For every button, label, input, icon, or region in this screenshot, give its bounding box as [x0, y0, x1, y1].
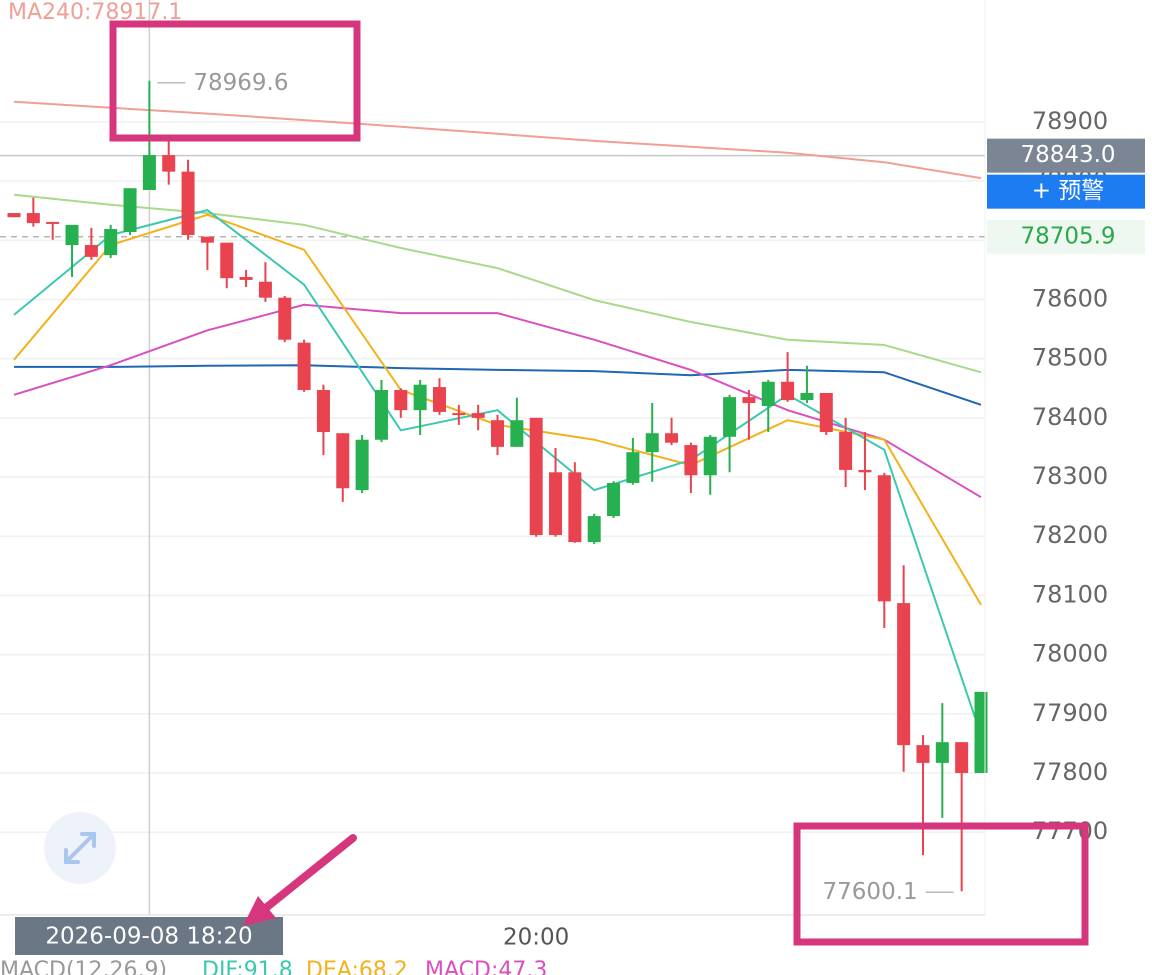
candle-body — [742, 397, 756, 404]
expand-button[interactable] — [44, 812, 116, 884]
candle-body — [336, 433, 350, 489]
candle-body — [955, 742, 969, 773]
y-tick-label: 78100 — [1032, 580, 1108, 608]
y-tick-label: 78400 — [1032, 403, 1108, 431]
y-tick-label: 78000 — [1032, 640, 1108, 668]
macd-title: MACD(12,26,9) — [0, 958, 167, 975]
ref-price-box — [987, 219, 1145, 254]
expand-icon[interactable] — [64, 832, 96, 864]
arrow-shaft — [258, 834, 357, 915]
candle-body — [258, 281, 272, 298]
ma-line — [13, 100, 982, 180]
candle-body — [374, 390, 388, 440]
candle-body — [819, 392, 833, 433]
arrow-head — [243, 896, 276, 926]
low-label: 77600.1 — [823, 879, 918, 905]
crosshair-label: 2026-09-08 18:20 — [45, 924, 252, 950]
candles — [7, 80, 988, 892]
x-tick-label: 20:00 — [503, 925, 569, 951]
y-tick-label: 77900 — [1032, 699, 1108, 727]
candle-body — [607, 482, 621, 517]
y-tick-label: 78900 — [1032, 107, 1108, 135]
candle-body — [239, 276, 253, 280]
candle-body — [839, 432, 853, 470]
macd-dea: DEA:68.2 — [306, 958, 408, 975]
candle-body — [587, 516, 601, 543]
candle-body — [800, 392, 814, 401]
candle-body — [162, 155, 176, 172]
candle-body — [200, 236, 214, 243]
macd-dif: DIF:91.8 — [202, 958, 293, 975]
candle-body — [877, 475, 891, 602]
candle-body — [46, 221, 60, 224]
y-tick-label: 78300 — [1032, 462, 1108, 490]
high-label: 78969.6 — [193, 70, 288, 96]
candle-body — [65, 224, 79, 246]
y-tick-label: 78500 — [1032, 344, 1108, 372]
candle-body — [452, 413, 466, 416]
candle-body — [974, 691, 988, 773]
candle-body — [665, 433, 679, 443]
candle-body — [549, 472, 563, 536]
candle-body — [297, 342, 311, 391]
y-tick-label: 78600 — [1032, 284, 1108, 312]
candle-body — [761, 381, 775, 407]
candle-body — [897, 603, 911, 746]
highlight-box — [109, 20, 361, 142]
candle-body — [84, 245, 98, 257]
candle-body — [104, 229, 118, 256]
candle-body — [703, 436, 717, 476]
arrow — [243, 834, 357, 926]
candle-body — [316, 390, 330, 433]
macd-legend: MACD(12,26,9) DIF:91.8 DEA:68.2 MACD:47.… — [0, 958, 547, 975]
candle-body — [7, 213, 21, 218]
alert-button[interactable] — [987, 174, 1145, 209]
candle-body — [626, 452, 640, 483]
candle-body — [432, 387, 446, 412]
candle-body — [684, 445, 698, 476]
alert-button-label[interactable]: + 预警 — [1032, 178, 1105, 204]
candle-body — [916, 745, 930, 763]
candle-body — [935, 742, 949, 763]
current-price-box — [987, 138, 1145, 173]
candle-body — [529, 417, 543, 536]
ma-line — [14, 364, 982, 406]
candle-body — [413, 384, 427, 411]
candle-body — [26, 213, 40, 224]
candle-body — [278, 297, 292, 340]
candle-body — [471, 413, 485, 418]
ma-line — [13, 193, 982, 374]
grid — [0, 0, 985, 915]
candle-body — [220, 242, 234, 279]
candle-body — [645, 433, 659, 453]
macd-value: MACD:47.3 — [425, 958, 547, 975]
crosshair-box — [15, 917, 283, 955]
ref-price-label: 78705.9 — [1020, 223, 1115, 249]
candle-body — [510, 420, 524, 447]
candle-body — [858, 469, 872, 473]
y-tick-label: 77700 — [1032, 817, 1108, 845]
candle-body — [394, 390, 408, 411]
candle-body — [568, 472, 582, 543]
candle-body — [355, 439, 369, 491]
y-tick-label: 78200 — [1032, 521, 1108, 549]
candle-body — [123, 188, 137, 233]
y-tick-label: 77800 — [1032, 758, 1108, 786]
overlay: 77700 77800 77900 78000 78100 78200 78300 78400… — [15, 70, 1145, 955]
highlight-box — [793, 822, 1089, 946]
candle-body — [781, 381, 795, 401]
candle-body — [723, 397, 737, 437]
candle-body — [181, 171, 195, 235]
candle-body — [142, 155, 156, 190]
candle-body — [491, 420, 504, 447]
current-price-label: 78843.0 — [1020, 142, 1115, 168]
